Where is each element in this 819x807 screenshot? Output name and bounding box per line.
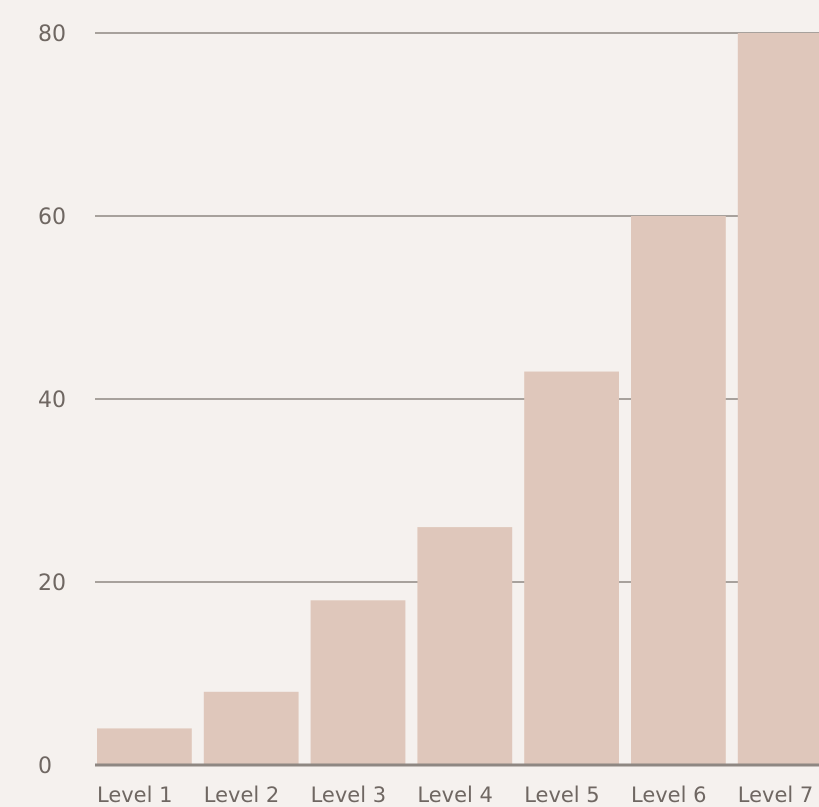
x-tick-label: Level 1	[97, 783, 172, 807]
x-tick-label: Level 3	[311, 783, 386, 807]
x-axis-ticks: Level 1 Level 2 Level 3 Level 4 Level 5 Level…	[97, 783, 813, 807]
y-tick-label: 20	[38, 571, 66, 596]
x-tick-label: Level 5	[524, 783, 599, 807]
bar-level-5	[524, 372, 619, 765]
bar-level-4	[417, 527, 512, 765]
y-axis-ticks: 0 20 40 60 80	[38, 22, 66, 779]
bar-level-2	[204, 692, 299, 765]
x-tick-label: Level 6	[631, 783, 706, 807]
bar-level-7	[738, 33, 819, 765]
bar-level-1	[97, 728, 192, 765]
x-tick-label: Level 4	[417, 783, 492, 807]
bar-level-6	[631, 216, 726, 765]
x-tick-label: Level 2	[204, 783, 279, 807]
y-tick-label: 0	[38, 754, 52, 779]
y-tick-label: 60	[38, 205, 66, 230]
y-tick-label: 80	[38, 22, 66, 47]
x-tick-label: Level 7	[738, 783, 813, 807]
bar-level-3	[311, 600, 406, 765]
y-tick-label: 40	[38, 388, 66, 413]
